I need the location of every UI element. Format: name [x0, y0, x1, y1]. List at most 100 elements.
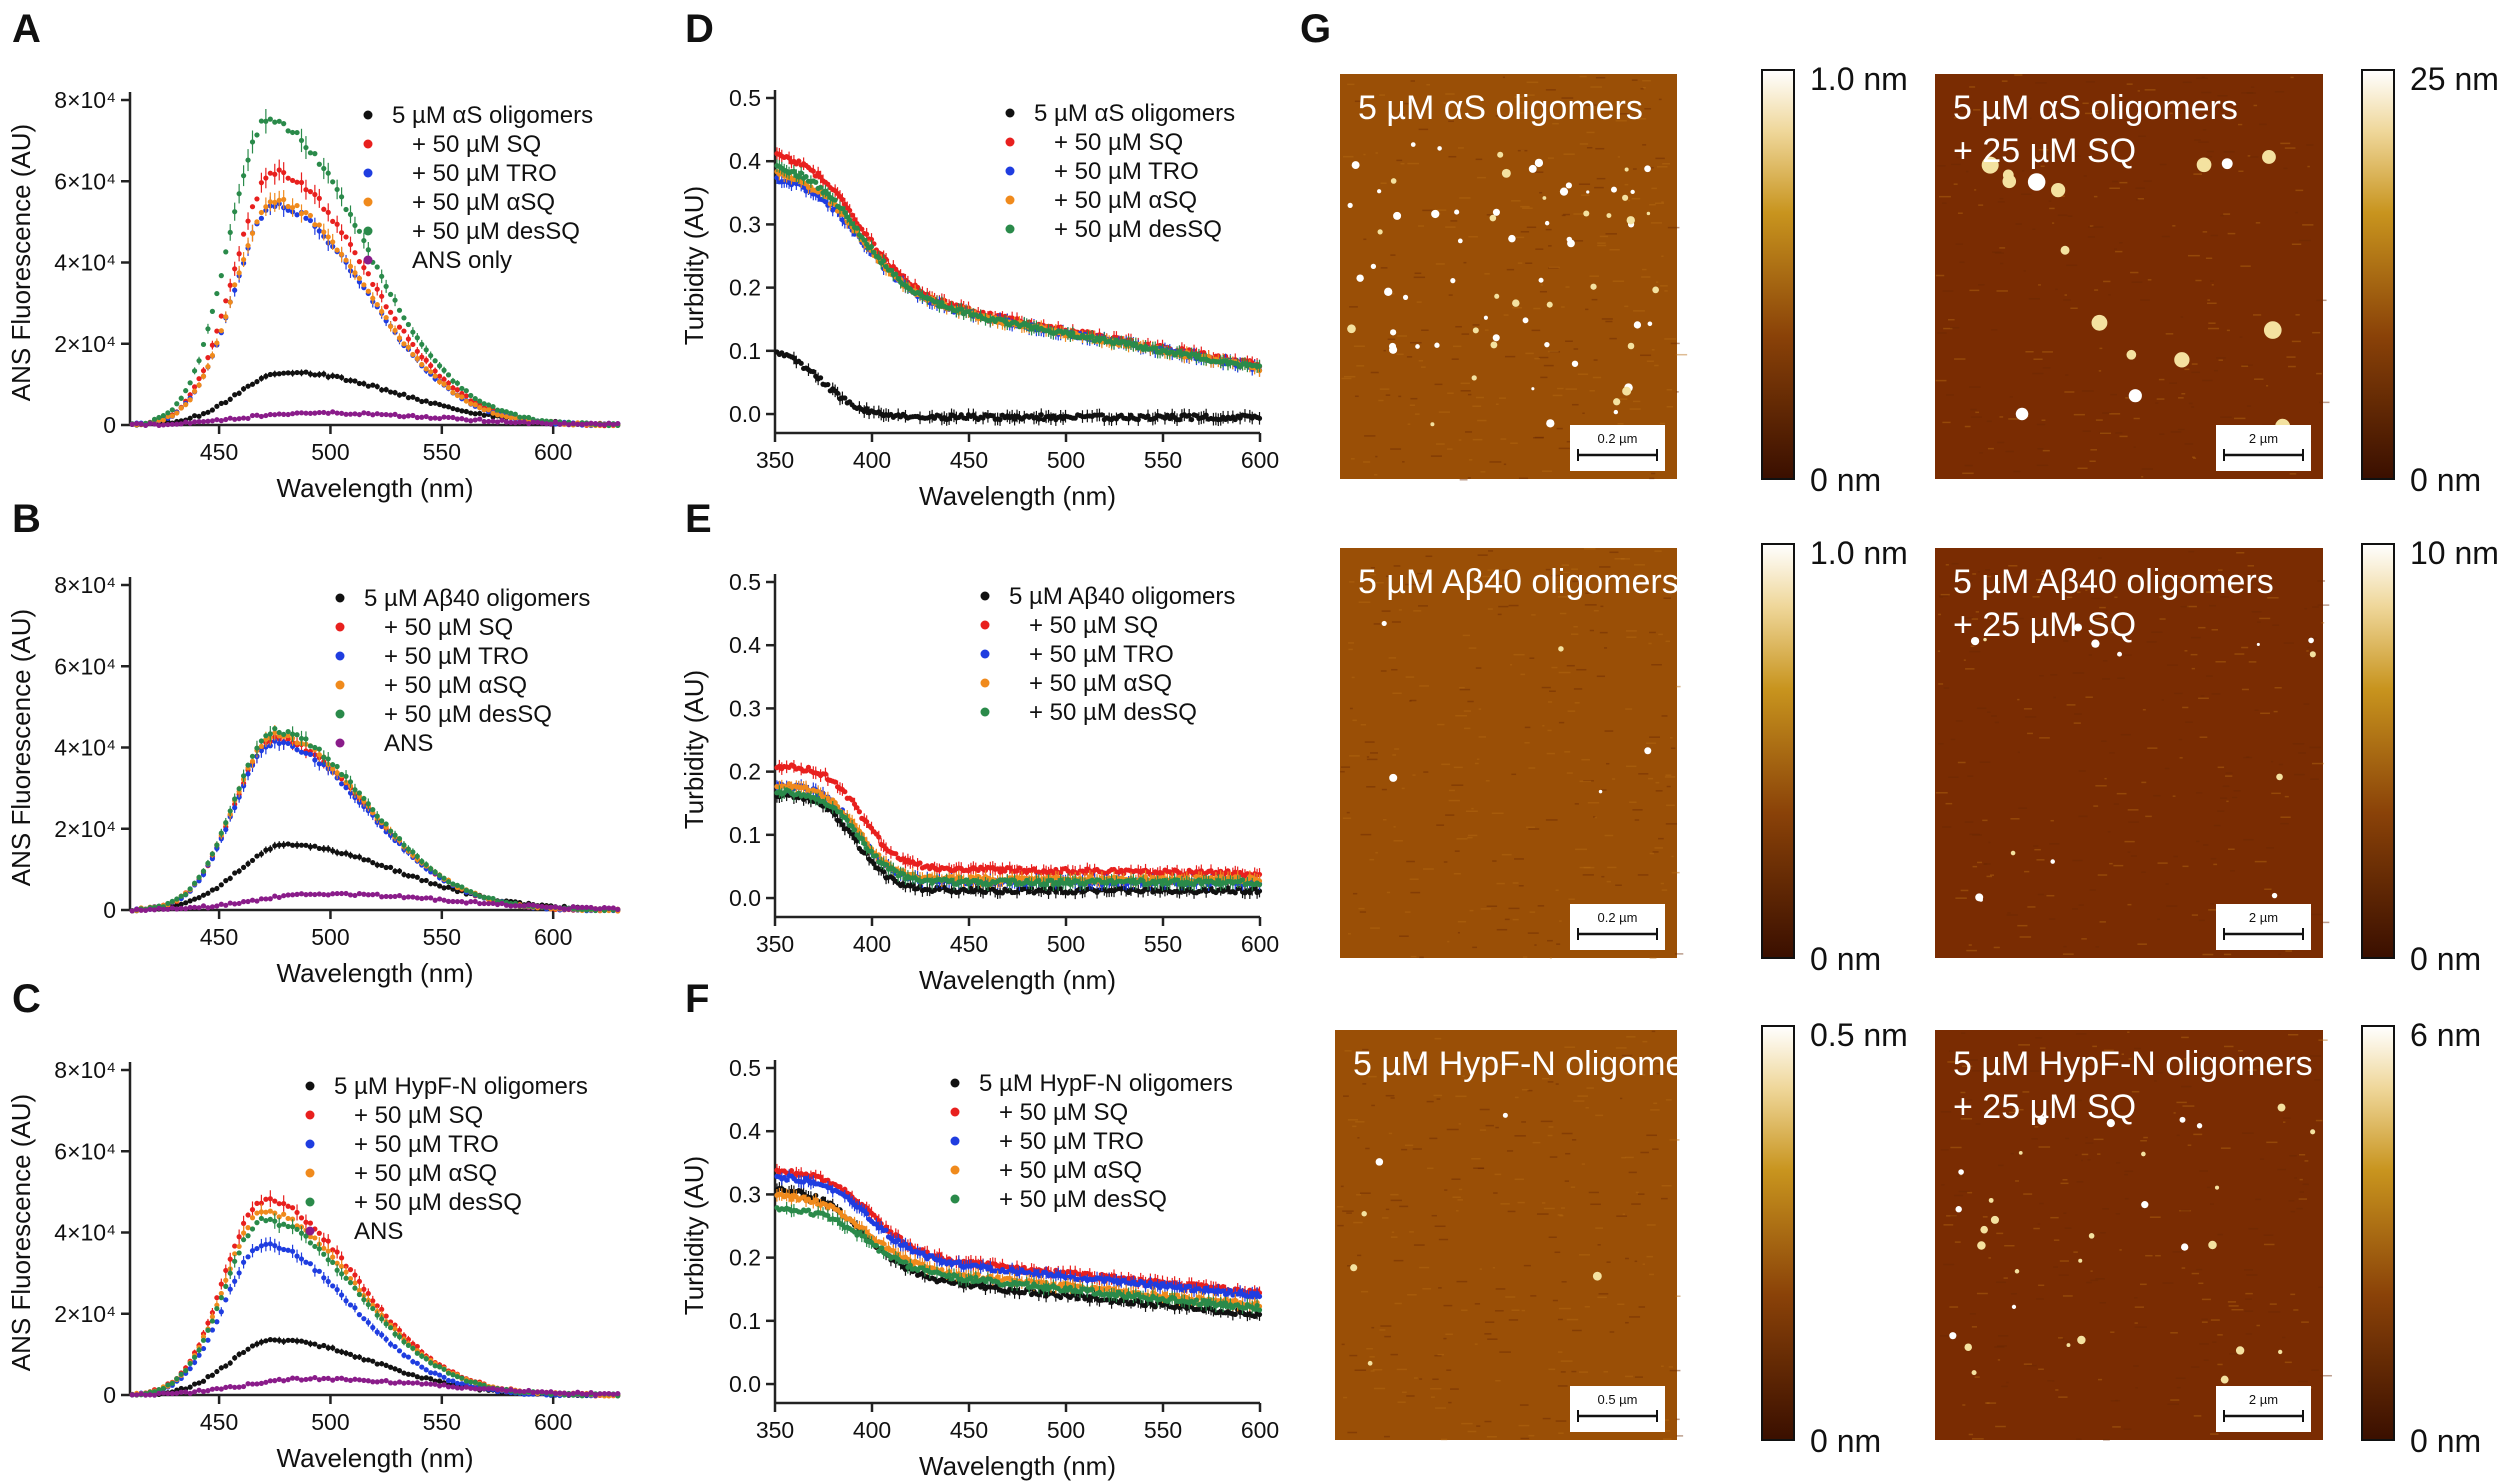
data-point	[263, 373, 269, 379]
data-point	[588, 420, 594, 426]
data-point	[370, 1324, 376, 1331]
data-point	[396, 836, 403, 842]
y-tick-label: 0.3	[729, 695, 761, 721]
data-point	[561, 906, 567, 912]
data-point	[494, 407, 501, 413]
data-point	[303, 187, 309, 193]
data-point	[321, 754, 327, 760]
data-point	[178, 405, 184, 411]
data-point	[174, 896, 180, 902]
data-point	[410, 1380, 416, 1386]
data-point	[183, 1389, 189, 1395]
data-point	[419, 354, 425, 360]
y-tick-label: 0.5	[729, 569, 761, 595]
data-point	[597, 906, 603, 912]
y-tick-label: 0.4	[729, 632, 761, 658]
data-point	[214, 403, 220, 409]
data-point	[387, 389, 394, 395]
data-point	[312, 410, 318, 416]
data-point	[392, 297, 398, 303]
data-point	[174, 1390, 180, 1396]
y-axis-title: ANS Fluorescence (AU)	[6, 1094, 36, 1371]
data-point	[232, 1243, 238, 1249]
chart-A: 450 500 550 600 0 2×10⁴ 4×10⁴ 6×10⁴ 8×10⁴ Wavelen…	[6, 87, 621, 503]
data-point	[187, 380, 193, 386]
data-point	[285, 740, 291, 747]
data-point	[503, 409, 510, 415]
data-point	[414, 396, 420, 402]
data-point	[321, 1237, 327, 1243]
data-point	[401, 842, 407, 848]
data-point	[330, 409, 336, 415]
data-point	[450, 378, 456, 384]
data-point	[445, 884, 452, 890]
data-point	[298, 735, 305, 742]
data-point	[227, 1256, 233, 1262]
data-point	[592, 1391, 599, 1398]
data-point	[387, 412, 394, 418]
x-tick-label: 550	[423, 924, 461, 950]
data-point	[454, 1374, 461, 1380]
data-point	[374, 1361, 380, 1367]
data-point	[303, 144, 309, 151]
y-tick-label: 0	[103, 897, 116, 923]
data-point	[258, 1243, 265, 1249]
data-point	[1045, 890, 1052, 896]
data-point	[419, 341, 425, 347]
y-tick-label: 0.1	[729, 822, 761, 848]
legend-label: + 50 µM αSQ	[354, 1160, 497, 1187]
data-point	[258, 851, 265, 857]
data-point	[485, 402, 492, 408]
data-point	[530, 419, 536, 425]
legend-marker	[335, 680, 345, 690]
data-point	[321, 371, 327, 377]
data-point	[508, 419, 514, 425]
data-point	[281, 731, 287, 738]
data-point	[285, 841, 291, 847]
data-point	[249, 1248, 256, 1254]
data-point	[356, 1354, 363, 1360]
data-point	[232, 392, 238, 398]
data-point	[813, 179, 819, 185]
data-point	[517, 903, 523, 909]
data-point	[1089, 333, 1095, 339]
data-point	[445, 879, 452, 885]
data-point	[254, 412, 260, 418]
data-point	[281, 1246, 287, 1253]
data-point	[245, 1233, 251, 1239]
data-point	[298, 179, 305, 186]
data-point	[174, 410, 180, 416]
data-point	[196, 419, 202, 425]
data-point	[423, 357, 429, 363]
y-tick-label: 0.3	[729, 211, 761, 237]
data-point	[232, 1278, 238, 1284]
data-point	[356, 275, 363, 281]
data-point	[249, 1226, 256, 1232]
data-point	[240, 1230, 247, 1236]
data-point	[352, 854, 358, 860]
data-point	[825, 381, 831, 388]
data-point	[530, 1389, 536, 1396]
data-point	[223, 878, 229, 884]
data-point	[312, 891, 318, 898]
data-point	[370, 1379, 376, 1385]
data-point	[267, 846, 273, 852]
data-point	[267, 116, 273, 122]
data-point	[174, 906, 180, 912]
data-point	[325, 1278, 331, 1285]
data-point	[356, 1377, 363, 1383]
chart-B: 450 500 550 600 0 2×10⁴ 4×10⁴ 6×10⁴ 8×10⁴ Wavelen…	[6, 572, 621, 988]
data-point	[530, 902, 536, 908]
data-point	[218, 1386, 224, 1392]
data-point	[441, 1382, 447, 1388]
data-point	[566, 422, 572, 428]
data-point	[485, 407, 492, 413]
data-point	[454, 392, 461, 399]
data-point	[343, 1377, 349, 1383]
data-point	[281, 1211, 287, 1217]
x-tick-label: 550	[1144, 931, 1182, 957]
data-point	[842, 395, 848, 401]
data-point	[312, 1235, 318, 1241]
data-point	[557, 1390, 563, 1396]
legend-marker	[1005, 137, 1015, 147]
